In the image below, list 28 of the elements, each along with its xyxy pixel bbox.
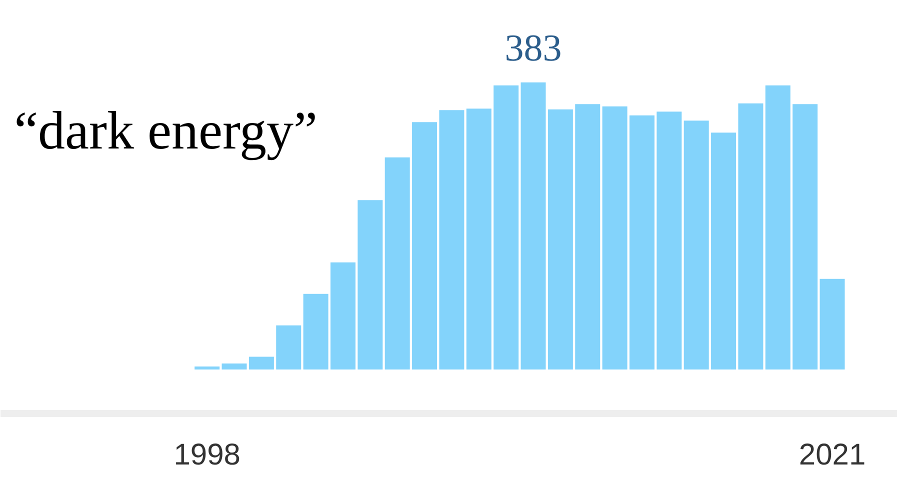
- bar: [602, 106, 628, 370]
- bar: [765, 85, 790, 370]
- bar: [575, 104, 600, 370]
- bar: [330, 262, 356, 370]
- bar: [548, 109, 573, 370]
- bar: [276, 325, 302, 370]
- bar: [711, 132, 736, 370]
- chart-title: “dark energy”: [14, 100, 318, 160]
- bar: [820, 278, 845, 370]
- bar: [358, 200, 383, 370]
- bar: [384, 157, 410, 370]
- bar: [412, 122, 438, 370]
- bar: [792, 104, 818, 370]
- bar: [303, 294, 328, 370]
- bar: [466, 108, 492, 370]
- bar: [684, 120, 709, 370]
- bar: [222, 364, 247, 370]
- bar: [656, 112, 682, 370]
- bar: [520, 82, 546, 370]
- bar: [194, 366, 220, 370]
- bar: [439, 110, 464, 370]
- x-tick-label: 2021: [798, 438, 866, 472]
- data-label: 383: [504, 27, 562, 70]
- bar: [738, 103, 764, 370]
- bar: [494, 85, 519, 370]
- bar: [629, 115, 654, 370]
- x-tick-label: 1998: [174, 438, 240, 472]
- bar: [248, 356, 274, 370]
